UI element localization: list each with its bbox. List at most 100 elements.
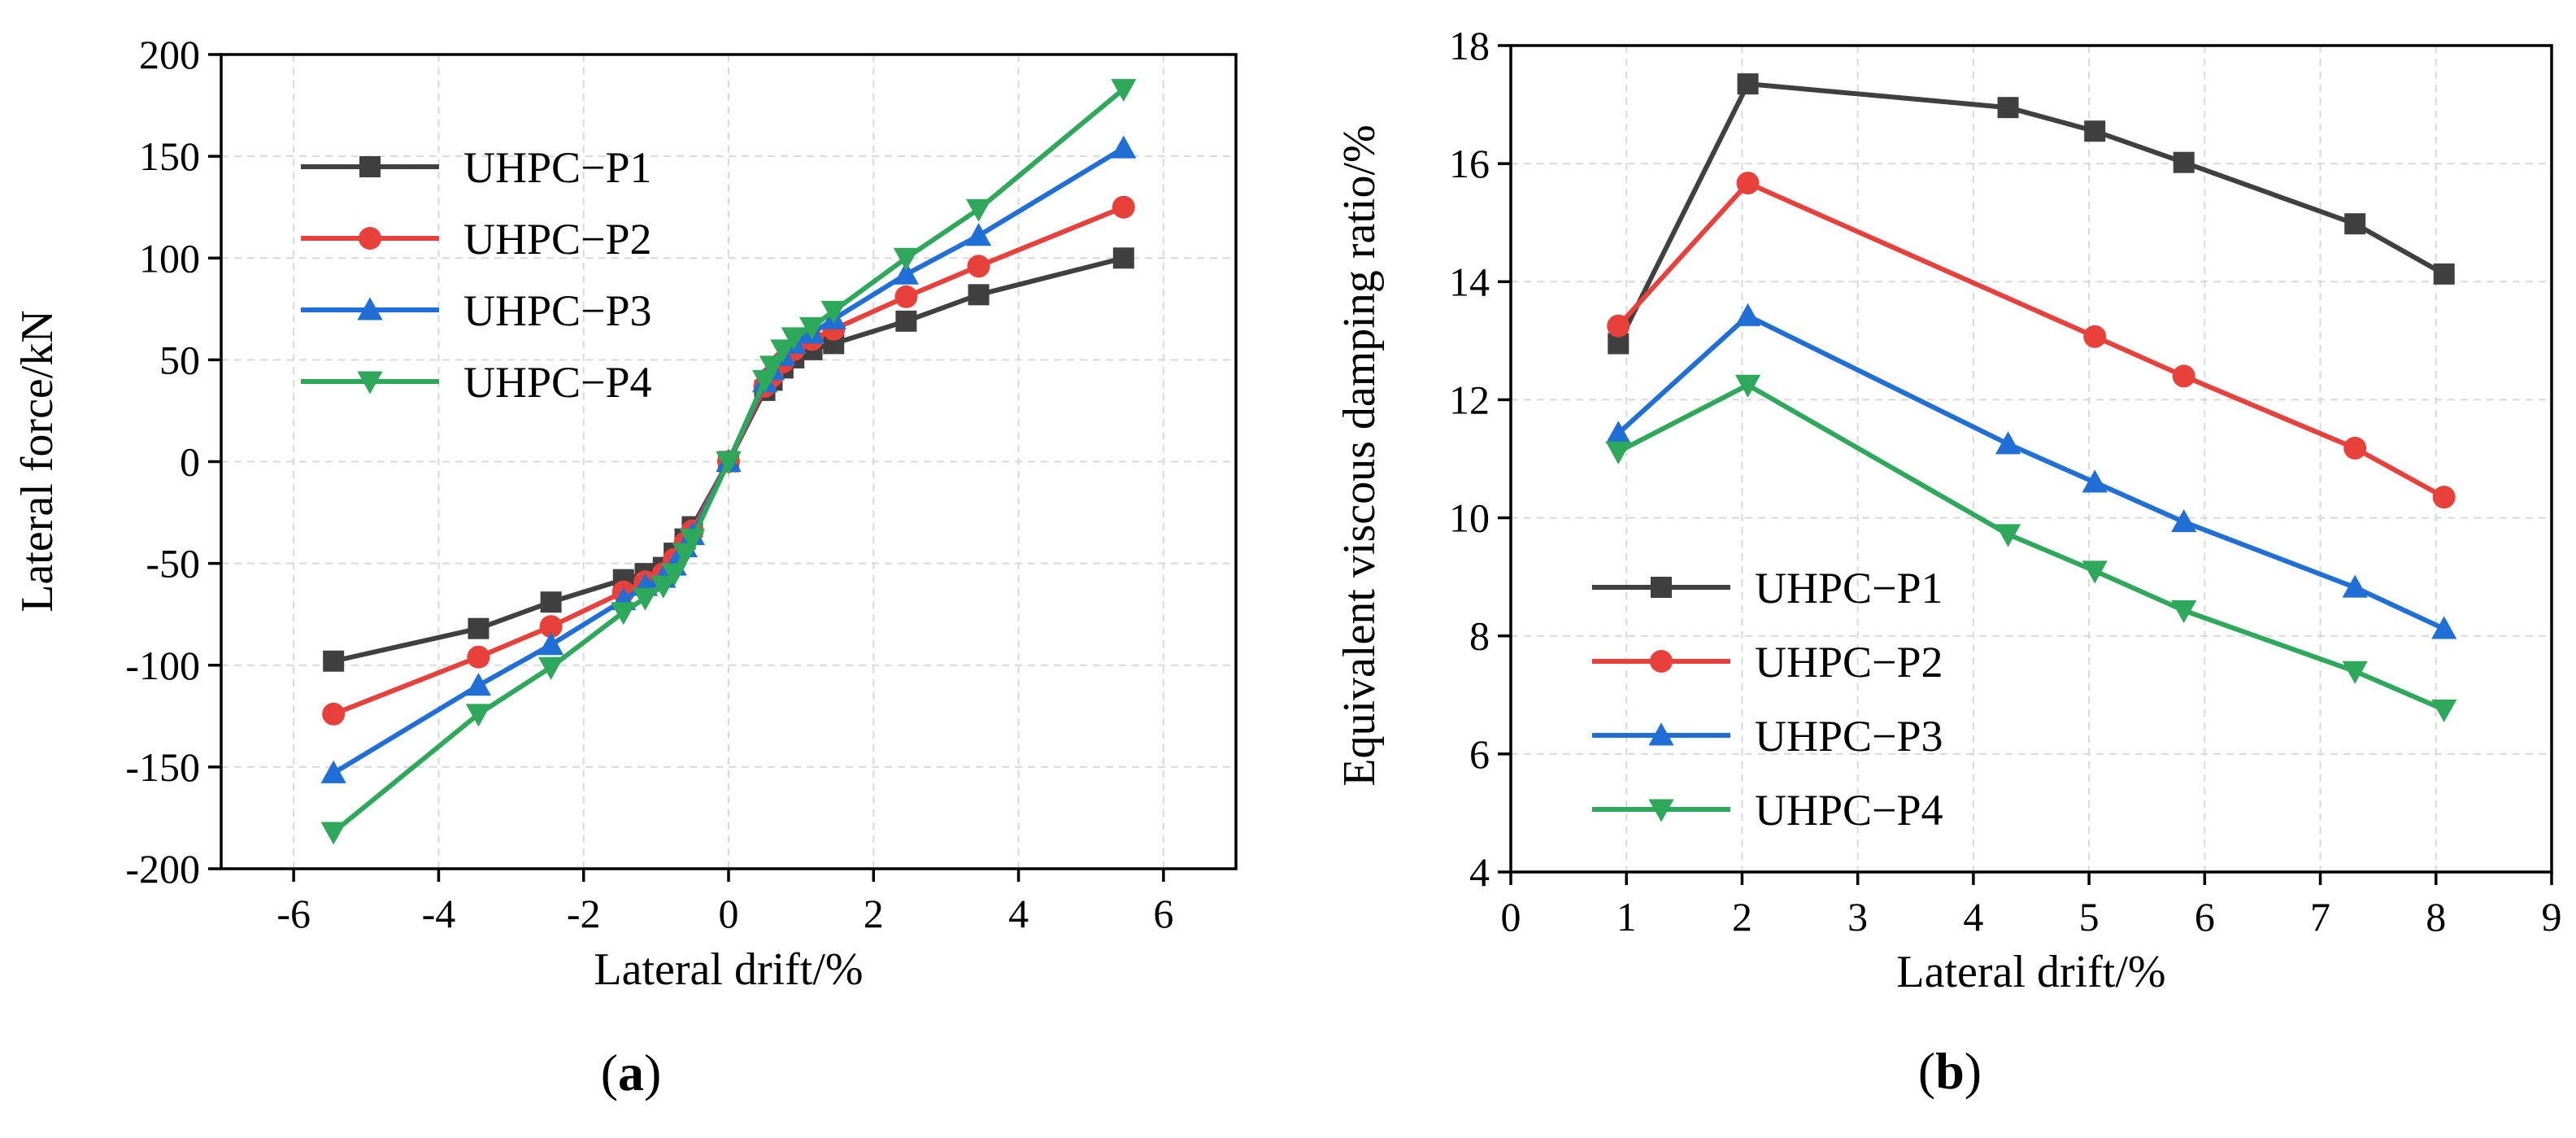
legend-marker xyxy=(1650,650,1673,673)
data-point xyxy=(661,563,687,586)
data-point xyxy=(798,316,825,340)
series-line xyxy=(1616,81,2446,345)
series-4 xyxy=(320,79,1137,845)
legend-label: UHPC−P1 xyxy=(1755,564,1943,613)
chart-panel-a: -6 -4 -2 0 2 4 6 -200 -150 -100 -50 0 50 100 150 200 Lat… xyxy=(12,32,1238,1101)
legend-marker xyxy=(1648,722,1674,746)
y-tick-label: 14 xyxy=(1449,259,1490,304)
y-axis: -200 -150 -100 -50 0 50 100 150 200 xyxy=(125,32,221,892)
x-tick-label: 4 xyxy=(1963,894,1983,940)
data-point xyxy=(2082,469,2108,493)
data-point xyxy=(465,704,492,727)
data-point xyxy=(1995,431,2021,455)
legend-item: UHPC−P3 xyxy=(301,286,652,335)
data-point xyxy=(895,310,917,332)
data-point xyxy=(893,261,919,285)
x-tick-label: 6 xyxy=(1153,891,1173,936)
series-line xyxy=(1617,181,2446,499)
x-tick-label: 0 xyxy=(1501,894,1521,940)
data-point xyxy=(540,591,562,613)
x-tick-label: 6 xyxy=(2195,894,2215,940)
data-point xyxy=(611,602,637,626)
x-axis-title: Lateral drift/% xyxy=(594,944,863,995)
legend-label: UHPC−P1 xyxy=(463,143,652,192)
y-tick-label: -100 xyxy=(125,643,200,688)
x-axis: -6 -4 -2 0 2 4 6 xyxy=(276,869,1173,936)
y-tick-label: 200 xyxy=(139,32,200,77)
y-tick-label: 8 xyxy=(1469,613,1490,659)
legend-item: UHPC−P4 xyxy=(1592,786,1943,835)
data-point xyxy=(1605,421,1631,444)
data-point xyxy=(538,632,564,656)
x-tick-label: -6 xyxy=(276,891,311,936)
y-tick-label: 4 xyxy=(1469,849,1490,895)
data-point xyxy=(467,645,490,669)
x-axis: 0 1 2 3 4 5 6 7 8 9 xyxy=(1501,872,2562,940)
y-tick-label: 6 xyxy=(1469,731,1490,777)
legend-label: UHPC−P4 xyxy=(1755,786,1943,835)
x-tick-label: 9 xyxy=(2542,894,2562,940)
y-tick-label: 16 xyxy=(1449,141,1490,186)
panel-label-close: ) xyxy=(1965,1042,1982,1100)
data-point xyxy=(468,617,490,639)
data-point xyxy=(320,760,346,783)
panel-label-letter: b xyxy=(1935,1042,1965,1100)
y-tick-label: -50 xyxy=(146,541,200,586)
legend-label: UHPC−P2 xyxy=(1755,638,1943,687)
y-tick-label: 10 xyxy=(1449,495,1490,541)
data-point xyxy=(781,327,807,351)
data-point xyxy=(2344,213,2366,235)
x-tick-label: 2 xyxy=(1732,894,1752,940)
y-axis-title: Lateral force/kN xyxy=(12,310,63,613)
data-point xyxy=(322,702,346,726)
grid xyxy=(1510,45,2552,873)
data-point xyxy=(1607,314,1630,338)
panel-label-open: ( xyxy=(601,1044,618,1101)
data-point xyxy=(716,451,742,475)
grid xyxy=(221,54,1236,870)
data-point xyxy=(2431,699,2457,723)
legend-marker xyxy=(357,371,383,395)
data-point xyxy=(2083,325,2107,348)
data-point xyxy=(1111,135,1137,159)
x-tick-label: 1 xyxy=(1617,894,1637,940)
panel-label: (b) xyxy=(1918,1042,1982,1100)
x-tick-label: 2 xyxy=(864,891,884,936)
data-point xyxy=(465,673,492,696)
y-axis: 4 6 8 10 12 14 16 18 xyxy=(1449,23,1511,895)
x-tick-label: 4 xyxy=(1008,891,1029,936)
data-point xyxy=(1997,97,2019,119)
data-point xyxy=(538,656,564,680)
data-point xyxy=(893,247,919,271)
data-point xyxy=(632,587,659,611)
x-tick-label: -4 xyxy=(422,891,456,936)
data-point xyxy=(2084,120,2106,142)
y-axis-title: Equivalent viscous damping ratio/% xyxy=(1334,124,1385,786)
panel-label-close: ) xyxy=(644,1044,661,1101)
series-4 xyxy=(1605,374,2457,723)
series-2 xyxy=(1607,172,2456,509)
data-point xyxy=(323,650,345,672)
data-point xyxy=(2172,364,2195,388)
legend-item: UHPC−P4 xyxy=(301,358,652,407)
y-tick-label: 18 xyxy=(1449,23,1490,68)
panel-label-letter: a xyxy=(618,1044,644,1101)
legend-marker xyxy=(359,227,381,250)
data-point xyxy=(1736,172,1760,195)
data-point xyxy=(1995,524,2021,547)
data-point xyxy=(759,355,785,379)
x-tick-label: 0 xyxy=(719,891,739,936)
y-tick-label: 0 xyxy=(180,439,200,485)
legend-item: UHPC−P1 xyxy=(301,143,652,192)
data-point xyxy=(2171,509,2197,533)
x-axis-title: Lateral drift/% xyxy=(1896,947,2165,997)
data-point xyxy=(1737,73,1759,95)
data-point xyxy=(539,615,563,639)
legend-label: UHPC−P2 xyxy=(463,215,652,264)
series-1 xyxy=(1608,73,2455,355)
plot-frame xyxy=(1509,44,2553,874)
data-point xyxy=(2342,574,2368,598)
legend-marker xyxy=(1648,799,1674,822)
